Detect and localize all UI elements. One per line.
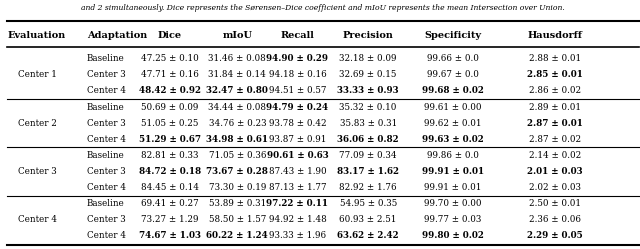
Text: Hausdorff: Hausdorff — [528, 31, 582, 40]
Text: 2.89 ± 0.01: 2.89 ± 0.01 — [529, 103, 581, 112]
Text: Adaptation: Adaptation — [87, 31, 147, 40]
Text: Center 2: Center 2 — [17, 119, 56, 128]
Text: Baseline: Baseline — [87, 54, 125, 63]
Text: 32.69 ± 0.15: 32.69 ± 0.15 — [339, 70, 397, 79]
Text: 82.81 ± 0.33: 82.81 ± 0.33 — [141, 151, 198, 160]
Text: 87.13 ± 1.77: 87.13 ± 1.77 — [269, 183, 326, 192]
Text: 97.22 ± 0.11: 97.22 ± 0.11 — [266, 199, 328, 208]
Text: Recall: Recall — [280, 31, 314, 40]
Text: Precision: Precision — [342, 31, 394, 40]
Text: Center 1: Center 1 — [17, 70, 56, 79]
Text: 99.66 ± 0.0: 99.66 ± 0.0 — [427, 54, 479, 63]
Text: 60.93 ± 2.51: 60.93 ± 2.51 — [339, 215, 397, 224]
Text: 73.27 ± 1.29: 73.27 ± 1.29 — [141, 215, 198, 224]
Text: 47.71 ± 0.16: 47.71 ± 0.16 — [141, 70, 198, 79]
Text: 84.72 ± 0.18: 84.72 ± 0.18 — [139, 167, 201, 176]
Text: 77.09 ± 0.34: 77.09 ± 0.34 — [339, 151, 397, 160]
Text: 93.33 ± 1.96: 93.33 ± 1.96 — [269, 231, 326, 240]
Text: 2.87 ± 0.01: 2.87 ± 0.01 — [527, 119, 583, 128]
Text: 60.22 ± 1.24: 60.22 ± 1.24 — [207, 231, 268, 240]
Text: 50.69 ± 0.09: 50.69 ± 0.09 — [141, 103, 198, 112]
Text: 58.50 ± 1.57: 58.50 ± 1.57 — [209, 215, 266, 224]
Text: 34.44 ± 0.08: 34.44 ± 0.08 — [209, 103, 266, 112]
Text: 47.25 ± 0.10: 47.25 ± 0.10 — [141, 54, 198, 63]
Text: 99.68 ± 0.02: 99.68 ± 0.02 — [422, 86, 484, 95]
Text: 99.63 ± 0.02: 99.63 ± 0.02 — [422, 135, 484, 144]
Text: Center 3: Center 3 — [87, 167, 125, 176]
Text: 2.87 ± 0.02: 2.87 ± 0.02 — [529, 135, 581, 144]
Text: 2.36 ± 0.06: 2.36 ± 0.06 — [529, 215, 581, 224]
Text: 51.05 ± 0.25: 51.05 ± 0.25 — [141, 119, 198, 128]
Text: 99.70 ± 0.00: 99.70 ± 0.00 — [424, 199, 481, 208]
Text: 35.83 ± 0.31: 35.83 ± 0.31 — [340, 119, 397, 128]
Text: 94.92 ± 1.48: 94.92 ± 1.48 — [269, 215, 326, 224]
Text: 87.43 ± 1.90: 87.43 ± 1.90 — [269, 167, 326, 176]
Text: 51.29 ± 0.67: 51.29 ± 0.67 — [139, 135, 201, 144]
Text: 2.88 ± 0.01: 2.88 ± 0.01 — [529, 54, 581, 63]
Text: 36.06 ± 0.82: 36.06 ± 0.82 — [337, 135, 399, 144]
Text: Specificity: Specificity — [424, 31, 481, 40]
Text: Center 4: Center 4 — [17, 215, 56, 224]
Text: mIoU: mIoU — [222, 31, 252, 40]
Text: 99.77 ± 0.03: 99.77 ± 0.03 — [424, 215, 481, 224]
Text: Evaluation: Evaluation — [8, 31, 66, 40]
Text: Center 3: Center 3 — [87, 119, 125, 128]
Text: 94.90 ± 0.29: 94.90 ± 0.29 — [266, 54, 328, 63]
Text: 93.87 ± 0.91: 93.87 ± 0.91 — [269, 135, 326, 144]
Text: 2.29 ± 0.05: 2.29 ± 0.05 — [527, 231, 583, 240]
Text: 94.18 ± 0.16: 94.18 ± 0.16 — [269, 70, 326, 79]
Text: 74.67 ± 1.03: 74.67 ± 1.03 — [139, 231, 201, 240]
Text: 82.92 ± 1.76: 82.92 ± 1.76 — [339, 183, 397, 192]
Text: 94.79 ± 0.24: 94.79 ± 0.24 — [266, 103, 328, 112]
Text: 99.91 ± 0.01: 99.91 ± 0.01 — [424, 183, 481, 192]
Text: 93.78 ± 0.42: 93.78 ± 0.42 — [269, 119, 326, 128]
Text: 2.50 ± 0.01: 2.50 ± 0.01 — [529, 199, 581, 208]
Text: 32.18 ± 0.09: 32.18 ± 0.09 — [339, 54, 397, 63]
Text: Center 4: Center 4 — [87, 135, 126, 144]
Text: 31.46 ± 0.08: 31.46 ± 0.08 — [209, 54, 266, 63]
Text: 33.33 ± 0.93: 33.33 ± 0.93 — [337, 86, 399, 95]
Text: 2.01 ± 0.03: 2.01 ± 0.03 — [527, 167, 583, 176]
Text: Center 3: Center 3 — [18, 167, 56, 176]
Text: Center 4: Center 4 — [87, 183, 126, 192]
Text: Center 3: Center 3 — [87, 70, 125, 79]
Text: 83.17 ± 1.62: 83.17 ± 1.62 — [337, 167, 399, 176]
Text: 71.05 ± 0.36: 71.05 ± 0.36 — [209, 151, 266, 160]
Text: Center 3: Center 3 — [87, 215, 125, 224]
Text: 73.30 ± 0.19: 73.30 ± 0.19 — [209, 183, 266, 192]
Text: 34.76 ± 0.23: 34.76 ± 0.23 — [209, 119, 266, 128]
Text: 34.98 ± 0.61: 34.98 ± 0.61 — [206, 135, 268, 144]
Text: 2.85 ± 0.01: 2.85 ± 0.01 — [527, 70, 583, 79]
Text: Baseline: Baseline — [87, 151, 125, 160]
Text: 53.89 ± 0.31: 53.89 ± 0.31 — [209, 199, 266, 208]
Text: 2.02 ± 0.03: 2.02 ± 0.03 — [529, 183, 581, 192]
Text: 31.84 ± 0.14: 31.84 ± 0.14 — [209, 70, 266, 79]
Text: 99.61 ± 0.00: 99.61 ± 0.00 — [424, 103, 481, 112]
Text: Center 4: Center 4 — [87, 86, 126, 95]
Text: 94.51 ± 0.57: 94.51 ± 0.57 — [269, 86, 326, 95]
Text: Baseline: Baseline — [87, 103, 125, 112]
Text: 2.86 ± 0.02: 2.86 ± 0.02 — [529, 86, 581, 95]
Text: 35.32 ± 0.10: 35.32 ± 0.10 — [339, 103, 397, 112]
Text: 63.62 ± 2.42: 63.62 ± 2.42 — [337, 231, 399, 240]
Text: and 2 simultaneously. Dice represents the Sørensen–Dice coefficient and mIoU rep: and 2 simultaneously. Dice represents th… — [81, 4, 564, 12]
Text: Dice: Dice — [157, 31, 182, 40]
Text: Center 4: Center 4 — [87, 231, 126, 240]
Text: 99.80 ± 0.02: 99.80 ± 0.02 — [422, 231, 484, 240]
Text: 73.67 ± 0.28: 73.67 ± 0.28 — [207, 167, 268, 176]
Text: 48.42 ± 0.92: 48.42 ± 0.92 — [139, 86, 201, 95]
Text: 99.62 ± 0.01: 99.62 ± 0.01 — [424, 119, 481, 128]
Text: 99.91 ± 0.01: 99.91 ± 0.01 — [422, 167, 484, 176]
Text: Baseline: Baseline — [87, 199, 125, 208]
Text: 54.95 ± 0.35: 54.95 ± 0.35 — [340, 199, 397, 208]
Text: 90.61 ± 0.63: 90.61 ± 0.63 — [266, 151, 328, 160]
Text: 99.67 ± 0.0: 99.67 ± 0.0 — [427, 70, 479, 79]
Text: 99.86 ± 0.0: 99.86 ± 0.0 — [427, 151, 479, 160]
Text: 69.41 ± 0.27: 69.41 ± 0.27 — [141, 199, 198, 208]
Text: 2.14 ± 0.02: 2.14 ± 0.02 — [529, 151, 581, 160]
Text: 32.47 ± 0.80: 32.47 ± 0.80 — [207, 86, 268, 95]
Text: 84.45 ± 0.14: 84.45 ± 0.14 — [141, 183, 199, 192]
